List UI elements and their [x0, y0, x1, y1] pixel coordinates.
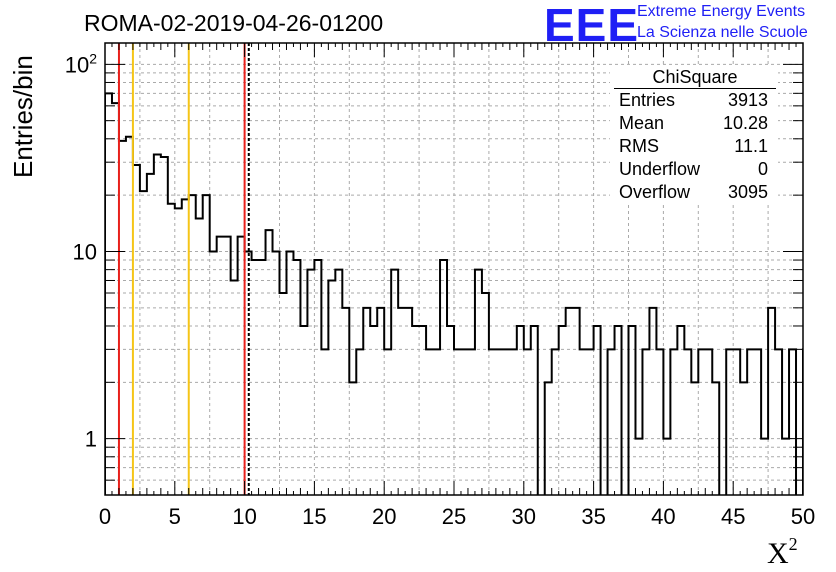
x-tick-label: 50 — [791, 504, 815, 529]
x-tick-label: 40 — [651, 504, 675, 529]
stats-label: Underflow — [619, 159, 701, 179]
stats-label: Mean — [619, 113, 665, 133]
stats-label: RMS — [619, 136, 659, 156]
stats-value: 10.28 — [722, 113, 768, 133]
stats-label: Entries — [619, 90, 676, 110]
x-tick-label: 5 — [169, 504, 181, 529]
y-axis-label: Entries/bin — [8, 55, 38, 178]
stats-row-overflow: Overflow 3095 — [610, 181, 778, 204]
stats-row-mean: Mean 10.28 — [610, 112, 778, 135]
stats-value: 3095 — [727, 182, 768, 202]
x-tick-label: 25 — [442, 504, 466, 529]
x-axis-label: X2 — [767, 534, 798, 571]
stats-title: ChiSquare — [614, 66, 776, 89]
logo-subtitle-line2: La Scienza nelle Scuole — [637, 24, 808, 41]
stats-box: ChiSquare Entries 3913 Mean 10.28 RMS 11.1 … — [610, 66, 778, 204]
stats-row-entries: Entries 3913 — [610, 89, 778, 112]
chart-title: ROMA-02-2019-04-26-01200 — [84, 10, 384, 36]
x-tick-label: 45 — [721, 504, 745, 529]
x-tick-label: 35 — [581, 504, 605, 529]
stats-value: 11.1 — [734, 136, 768, 156]
x-axis-label-superscript: 2 — [788, 534, 798, 554]
y-tick-label: 1 — [85, 427, 97, 452]
x-tick-label: 30 — [512, 504, 536, 529]
x-tick-label: 15 — [302, 504, 326, 529]
stats-value: 3913 — [727, 90, 768, 110]
x-tick-label: 0 — [99, 504, 111, 529]
y-tick-label: 10 — [73, 239, 97, 264]
x-axis-label-base: X — [767, 537, 789, 570]
x-tick-label: 20 — [372, 504, 396, 529]
logo-subtitle-line1: Extreme Energy Events — [637, 3, 806, 20]
x-tick-label: 10 — [232, 504, 256, 529]
y-tick-label: 102 — [65, 50, 97, 77]
stats-value: 0 — [757, 159, 768, 179]
stats-row-rms: RMS 11.1 — [610, 135, 778, 158]
stats-row-underflow: Underflow 0 — [610, 158, 778, 181]
stats-label: Overflow — [619, 182, 691, 202]
eee-logo: EEE — [544, 0, 640, 51]
